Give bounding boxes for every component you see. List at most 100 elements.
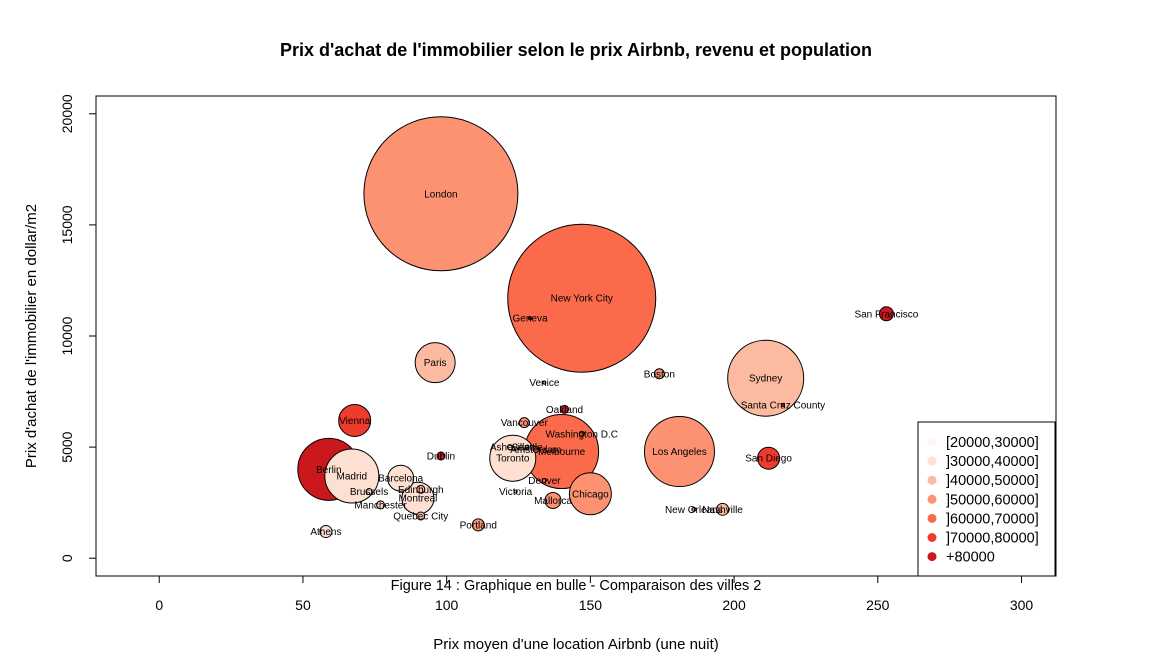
city-label-asheville: Asheville [490, 443, 530, 454]
bubble-new-orleans [691, 506, 697, 512]
bubble-seattle [524, 444, 530, 450]
city-label-seattle: Seattle [512, 443, 544, 454]
legend-label: ]70000,80000] [946, 531, 1039, 547]
bubble-boston [653, 368, 665, 380]
x-tick-label: 50 [295, 597, 311, 613]
bubble-nashville [716, 502, 730, 516]
city-label-oakland: Oakland [546, 405, 583, 416]
figure-caption: Figure 14 : Graphique en bulle - Compara… [391, 578, 762, 594]
bubble-denver [541, 477, 547, 483]
city-label-quebec-city: Quebec City [393, 512, 448, 523]
city-label-amsterdam: Amsterdam [510, 445, 561, 456]
x-tick-label: 200 [722, 597, 746, 613]
x-tick-label: 250 [866, 597, 890, 613]
x-tick-label: 150 [579, 597, 603, 613]
legend-label: ]40000,50000] [946, 473, 1039, 489]
city-label-denver: Denver [528, 476, 561, 487]
city-label-san-francisco: San Francisco [854, 309, 918, 320]
city-labels-layer: London New York City Geneva San Francisco Pa… [310, 189, 918, 538]
city-label-vancouver: Vancouver [501, 418, 549, 429]
bubble-vancouver [518, 417, 530, 429]
city-label-melbourne: Melbourne [538, 447, 586, 458]
bubble-edinburgh [416, 484, 426, 494]
bubble-sydney [727, 339, 805, 417]
bubble-oakland [560, 404, 570, 414]
bubble-vienna [338, 403, 372, 437]
bubbles-layer [297, 116, 894, 539]
bubble-toronto [489, 434, 537, 482]
city-label-london: London [424, 189, 457, 200]
bubble-portland [471, 518, 485, 532]
bubble-paris [414, 342, 456, 384]
legend-swatch [927, 475, 937, 485]
bubble-victoria [513, 489, 518, 494]
city-label-paris: Paris [424, 358, 447, 369]
city-label-new-orleans: New Orleans [665, 505, 723, 516]
legend-label: ]60000,70000] [946, 511, 1039, 527]
legend-label: [20000,30000] [946, 435, 1039, 451]
city-label-brussels: Brussels [350, 487, 388, 498]
bubble-london [363, 116, 519, 272]
city-label-sydney: Sydney [749, 374, 782, 385]
city-label-venice: Venice [529, 378, 559, 389]
city-label-san-diego: San Diego [745, 454, 792, 465]
city-label-montreal: Montreal [398, 494, 437, 505]
bubble-san-francisco [878, 306, 894, 322]
bubble-washington-d-c [578, 430, 585, 437]
city-label-berlin: Berlin [316, 465, 342, 476]
y-axis-label: Prix d'achat de l'immobilier en dollar/m… [23, 204, 40, 468]
legend-label: ]50000,60000] [946, 492, 1039, 508]
x-axis: 0 50 100 150 200 250 300 [155, 575, 1034, 613]
legend-swatch [927, 494, 937, 504]
bubble-santa-cruz-county [780, 402, 785, 407]
y-axis: 0 5000 10000 15000 20000 [59, 94, 97, 562]
x-axis-label: Prix moyen d'une location Airbnb (une nu… [433, 636, 719, 653]
city-label-nashville: Nashville [702, 505, 743, 516]
city-label-manchester: Manchester [354, 500, 407, 511]
y-tick-label: 15000 [59, 205, 75, 244]
bubble-dublin [436, 451, 446, 461]
city-label-athens: Athens [310, 527, 341, 538]
city-label-geneva: Geneva [512, 314, 547, 325]
bubble-athens [319, 525, 333, 539]
x-tick-label: 100 [435, 597, 459, 613]
bubble-amsterdam [532, 445, 540, 453]
bubble-san-diego [757, 446, 781, 470]
legend-swatch [927, 513, 937, 523]
bubble-mallorca [544, 491, 562, 509]
city-label-madrid: Madrid [337, 472, 368, 483]
city-label-boston: Boston [644, 369, 675, 380]
city-label-mallorca: Mallorca [534, 496, 572, 507]
city-label-victoria: Victoria [499, 487, 533, 498]
city-label-los-angeles: Los Angeles [652, 447, 707, 458]
bubble-geneva [528, 316, 533, 321]
city-label-barcelona: Barcelona [378, 474, 423, 485]
y-tick-label: 0 [59, 554, 75, 562]
bubble-madrid [324, 448, 380, 504]
city-label-washington-d-c: Washington D.C [546, 429, 618, 440]
x-tick-label: 0 [155, 597, 163, 613]
legend-swatch [927, 456, 937, 466]
city-label-toronto: Toronto [496, 454, 530, 465]
city-label-portland: Portland [460, 520, 497, 531]
city-label-edinburgh: Edinburgh [398, 485, 444, 496]
bubble-new-york-city [507, 223, 657, 373]
city-label-santa-cruz-county: Santa Cruz County [741, 400, 826, 411]
city-label-new-york-city: New York City [551, 294, 613, 305]
city-label-vienna: Vienna [339, 416, 370, 427]
chart-title: Prix d'achat de l'immobilier selon le pr… [280, 40, 872, 60]
bubble-manchester [376, 500, 386, 510]
bubble-barcelona [387, 464, 415, 492]
y-tick-label: 10000 [59, 316, 75, 355]
bubble-los-angeles [643, 416, 715, 488]
city-label-dublin: Dublin [427, 452, 455, 463]
bubble-quebec-city [416, 511, 426, 521]
legend: [20000,30000] ]30000,40000] ]40000,50000]]… [917, 421, 1056, 577]
y-tick-label: 5000 [59, 431, 75, 462]
x-tick-label: 300 [1010, 597, 1034, 613]
city-label-chicago: Chicago [572, 489, 609, 500]
legend-label: ]30000,40000] [946, 454, 1039, 470]
bubble-brussels [365, 488, 373, 496]
legend-swatch [927, 552, 937, 562]
